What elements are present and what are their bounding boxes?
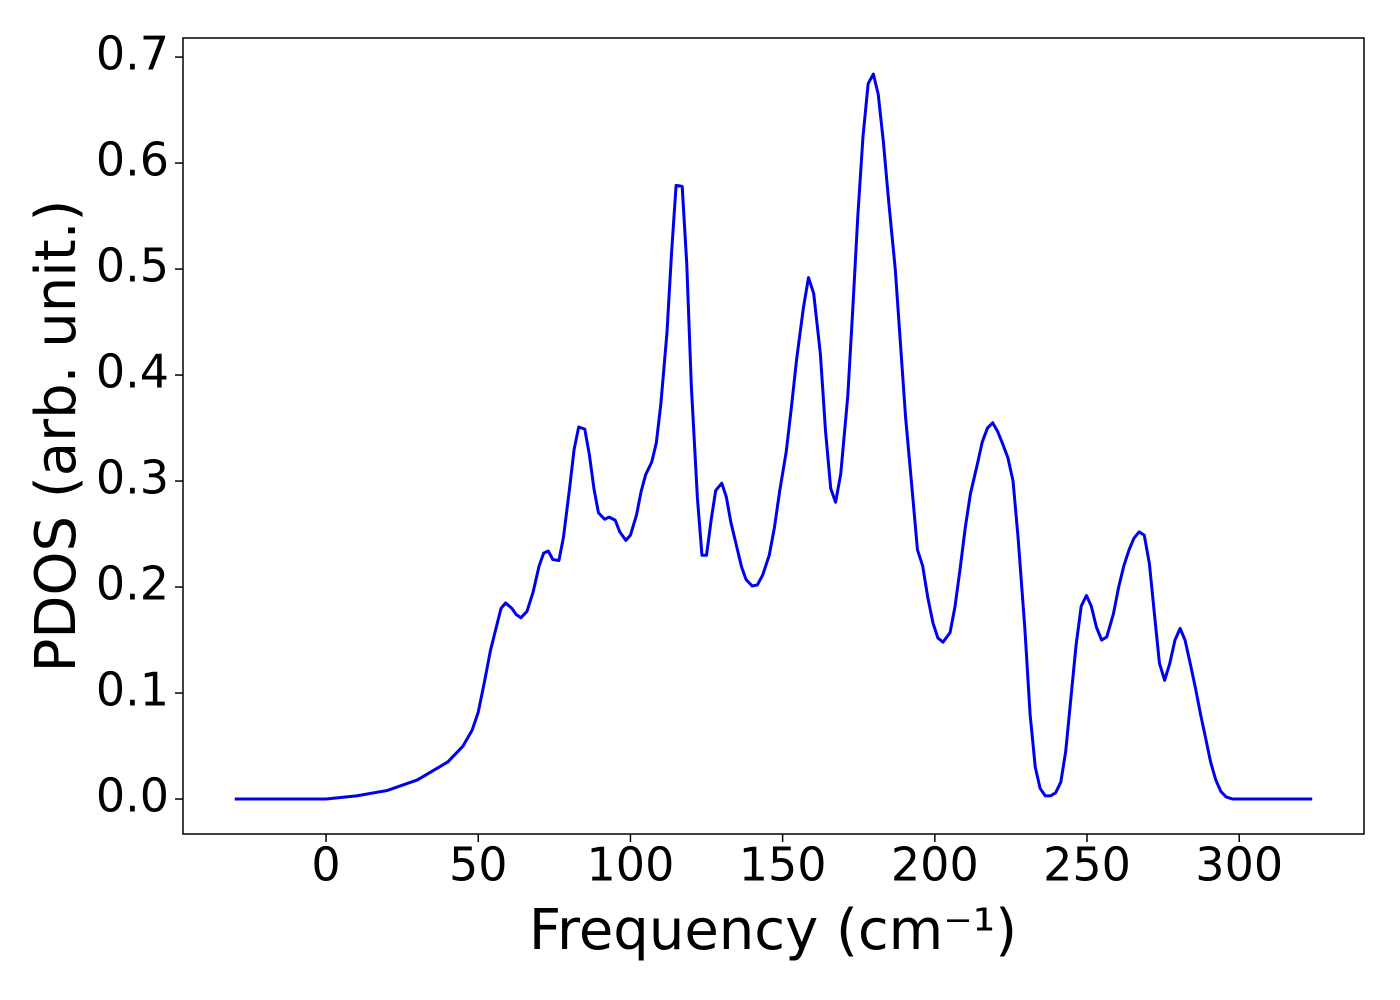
plot-frame <box>182 37 1365 835</box>
x-tick-label: 0 <box>311 838 340 892</box>
y-tick-label: 0.0 <box>96 769 169 823</box>
y-tick-label: 0.4 <box>96 345 169 399</box>
x-tick-label: 150 <box>739 838 827 892</box>
x-tick-label: 50 <box>449 838 508 892</box>
y-tick-label: 0.5 <box>96 239 169 293</box>
y-tick-label: 0.2 <box>96 557 169 611</box>
y-tick-label: 0.6 <box>96 133 169 187</box>
y-tick-label: 0.3 <box>96 451 169 505</box>
y-tick-label: 0.1 <box>96 663 169 717</box>
x-axis-label: Frequency (cm⁻¹) <box>529 898 1017 963</box>
x-tick-label: 100 <box>587 838 675 892</box>
y-axis-label: PDOS (arb. unit.) <box>24 200 89 673</box>
y-tick-label: 0.7 <box>96 27 169 81</box>
data-line <box>234 72 1313 801</box>
x-tick-label: 250 <box>1043 838 1131 892</box>
x-tick-label: 300 <box>1195 838 1283 892</box>
x-tick-label: 200 <box>891 838 979 892</box>
